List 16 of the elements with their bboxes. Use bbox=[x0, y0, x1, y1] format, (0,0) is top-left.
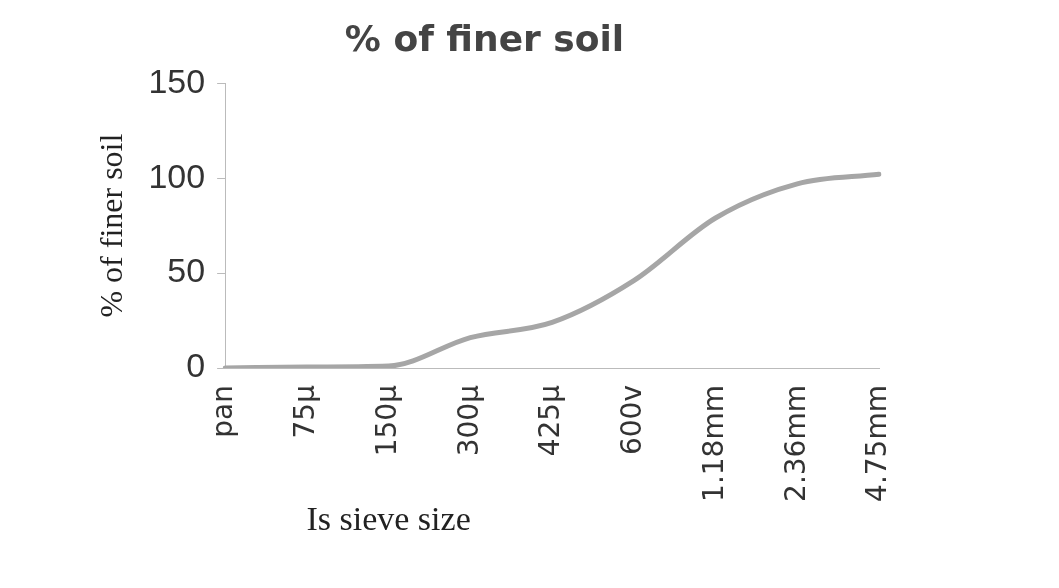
x-tick-label: 75µ bbox=[288, 384, 322, 439]
y-tick-label: 100 bbox=[148, 156, 206, 195]
x-tick-label: pan bbox=[206, 385, 240, 438]
x-tick-label: 150µ bbox=[369, 384, 403, 457]
x-axis-title: Is sieve size bbox=[306, 500, 471, 537]
x-tick-label: 4.75mm bbox=[860, 385, 894, 502]
y-tick-label: 150 bbox=[148, 61, 206, 100]
y-tick-label: 0 bbox=[186, 346, 206, 385]
y-axis-title: % of finer soil bbox=[92, 133, 129, 318]
x-tick-label: 300µ bbox=[451, 384, 485, 457]
x-tick-label: 1.18mm bbox=[696, 385, 730, 502]
chart-title: % of finer soil bbox=[344, 17, 625, 59]
x-tick-label: 600v bbox=[615, 385, 649, 456]
x-tick-label: 425µ bbox=[533, 384, 567, 457]
y-tick-label: 50 bbox=[167, 251, 206, 290]
x-tick-label: 2.36mm bbox=[778, 385, 812, 502]
